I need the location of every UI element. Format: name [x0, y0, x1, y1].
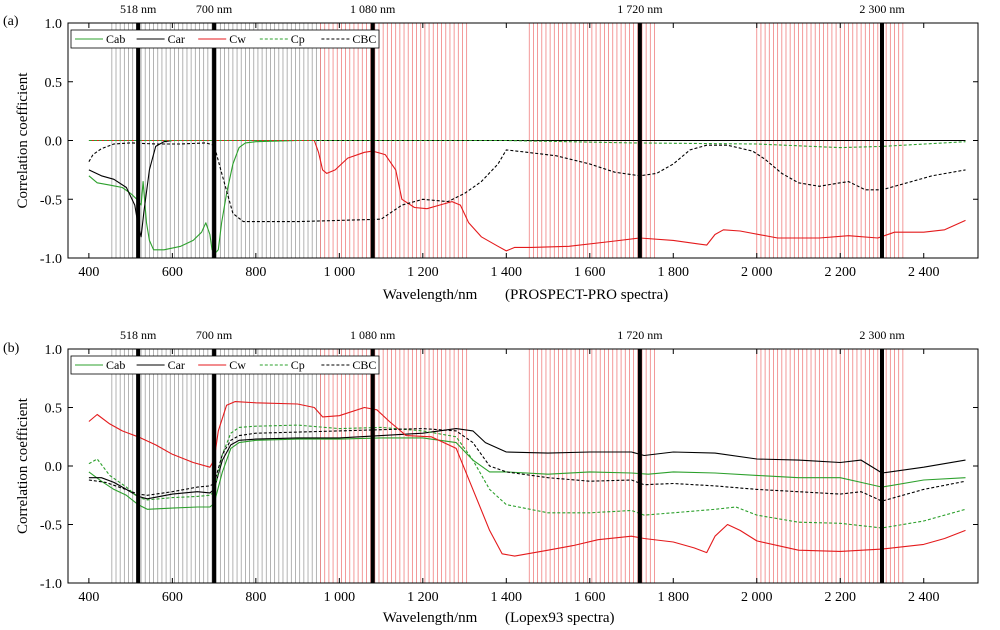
legend-label-cbc: CBC — [352, 32, 376, 46]
panel-subtitle: (Lopex93 spectra) — [505, 610, 615, 626]
x-tick-label: 1 600 — [574, 265, 606, 280]
y-tick-label: 0.5 — [45, 76, 63, 91]
y-axis-label: Correlation coefficient — [15, 72, 31, 209]
y-tick-label: -1.0 — [40, 577, 62, 592]
series-line-car — [88, 139, 966, 238]
key-wavelength-label: 518 nm — [120, 328, 157, 342]
x-tick-label: 1 600 — [574, 590, 606, 605]
x-tick-label: 600 — [162, 265, 183, 280]
key-wavelength-label: 700 nm — [196, 328, 233, 342]
chart-panel-a: 518 nm 700 nm 1 080 nm 1 720 nm 2 300 nm 1.0 0… — [3, 2, 979, 303]
x-tick-label: 800 — [245, 265, 266, 280]
legend-label-cab: Cab — [106, 358, 125, 372]
y-tick-label: -0.5 — [40, 193, 62, 208]
series-line-car — [88, 428, 966, 500]
y-tick-label: 1.0 — [45, 343, 63, 358]
legend-label-cbc: CBC — [352, 358, 376, 372]
x-tick-label: 1 800 — [658, 265, 690, 280]
x-tick-label: 1 400 — [491, 265, 523, 280]
legend: Cab Car Cw Cp CBC — [70, 29, 380, 49]
key-wavelength-label: 1 720 nm — [617, 328, 663, 342]
legend-label-cab: Cab — [106, 32, 125, 46]
x-tick-label: 1 400 — [491, 590, 523, 605]
key-wavelength-label: 700 nm — [196, 2, 233, 16]
x-tick-label: 1 000 — [324, 590, 356, 605]
key-wavelength-label: 1 720 nm — [617, 2, 663, 16]
legend-label-cp: Cp — [291, 32, 305, 46]
series-line-cbc — [88, 142, 966, 223]
series-line-cab — [88, 437, 966, 510]
legend-label-cp: Cp — [291, 358, 305, 372]
chart-panel-b: 518 nm 700 nm 1 080 nm 1 720 nm 2 300 nm 1.0 0… — [3, 328, 979, 626]
y-tick-label: 0.0 — [45, 460, 63, 475]
series-line-cbc — [88, 428, 966, 502]
x-tick-label: 400 — [78, 590, 99, 605]
series-line-cab — [88, 139, 966, 253]
x-tick-label: 2 000 — [741, 265, 773, 280]
x-tick-label: 600 — [162, 590, 183, 605]
y-tick-label: -0.5 — [40, 519, 62, 534]
x-tick-label: 800 — [245, 590, 266, 605]
legend-label-cw: Cw — [229, 32, 246, 46]
key-wavelength-label: 2 300 nm — [859, 2, 905, 16]
y-tick-label: 0.0 — [45, 135, 63, 150]
series-line-cw — [88, 139, 966, 252]
x-tick-label: 1 200 — [407, 265, 439, 280]
panel-label: (a) — [3, 14, 19, 29]
key-wavelength-label: 518 nm — [120, 2, 157, 16]
x-tick-label: 2 200 — [824, 590, 856, 605]
x-tick-label: 2 000 — [741, 590, 773, 605]
y-tick-label: -1.0 — [40, 252, 62, 267]
x-tick-label: 1 800 — [658, 590, 690, 605]
x-tick-label: 2 200 — [824, 265, 856, 280]
panel-subtitle: (PROSPECT-PRO spectra) — [505, 287, 668, 303]
series-line-cp — [88, 139, 966, 149]
legend-label-car: Car — [168, 358, 185, 372]
y-axis-label: Correlation coefficient — [15, 397, 31, 534]
key-wavelength-label: 1 080 nm — [350, 2, 396, 16]
series-line-cp — [88, 424, 966, 529]
key-wavelength-label: 1 080 nm — [350, 328, 396, 342]
x-tick-label: 2 400 — [908, 590, 940, 605]
x-axis-label: Wavelength/nm — [383, 287, 478, 303]
legend: Cab Car Cw Cp CBC — [70, 355, 380, 375]
key-wavelength-label: 2 300 nm — [859, 328, 905, 342]
series-line-cw — [88, 401, 966, 557]
x-axis-label: Wavelength/nm — [383, 610, 478, 626]
x-tick-label: 1 200 — [407, 590, 439, 605]
legend-label-cw: Cw — [229, 358, 246, 372]
x-tick-label: 400 — [78, 265, 99, 280]
y-tick-label: 0.5 — [45, 402, 63, 417]
y-tick-label: 1.0 — [45, 17, 63, 32]
panel-label: (b) — [3, 341, 20, 356]
x-tick-label: 1 000 — [324, 265, 356, 280]
x-tick-label: 2 400 — [908, 265, 940, 280]
legend-label-car: Car — [168, 32, 185, 46]
